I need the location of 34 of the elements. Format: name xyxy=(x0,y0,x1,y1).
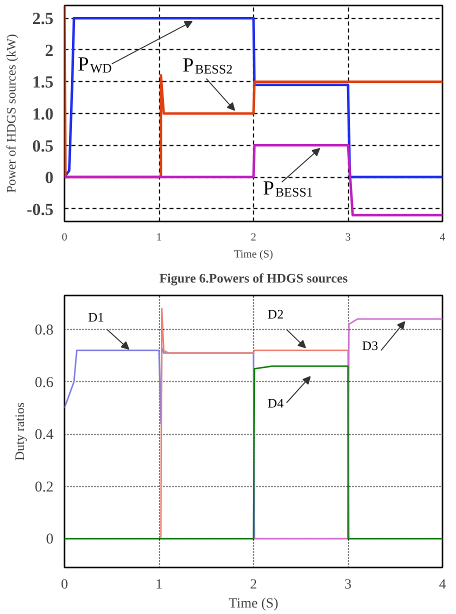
x-tick-label: 1 xyxy=(156,232,162,244)
y-tick-label: 0.2 xyxy=(34,479,54,496)
text: Figure 6.Powers of HDGS sources xyxy=(159,270,348,286)
y-tick-label: 0.5 xyxy=(32,136,54,156)
x-axis-title: Time (S) xyxy=(228,596,279,612)
y-tick-label: 0.6 xyxy=(34,374,54,391)
y-tick-label: -0.5 xyxy=(26,200,54,219)
text: D1 xyxy=(88,309,104,324)
x-tick-label: 3 xyxy=(345,232,352,244)
y-tick-label: 0.4 xyxy=(34,427,54,444)
x-tick-label: 4 xyxy=(440,232,446,244)
y-tick-label: 1.5 xyxy=(32,72,54,92)
x-axis-title: Time (S) xyxy=(234,248,274,260)
y-tick-label: 2 xyxy=(45,40,54,60)
y-tick-label: 0.8 xyxy=(34,322,54,338)
series-label: PWD xyxy=(78,53,112,76)
y-axis-title: Duty ratios xyxy=(12,402,27,461)
x-tick-label: 2 xyxy=(250,232,256,244)
y-axis-title: Power of HDGS sources (kW) xyxy=(4,34,19,193)
y-tick-label: 2.5 xyxy=(32,9,54,28)
series-label: PBESS1 xyxy=(262,177,313,200)
series-label: D4 xyxy=(268,396,284,411)
x-tick-label: 4 xyxy=(439,578,446,592)
y-tick-label: 1.0 xyxy=(32,104,54,124)
series-label: PBESS2 xyxy=(182,54,233,77)
y-tick-label: 0 xyxy=(45,168,54,188)
x-tick-label: 1 xyxy=(156,578,162,592)
x-tick-label: 3 xyxy=(344,578,352,592)
x-tick-label: 2 xyxy=(250,578,257,592)
series-label: D3 xyxy=(362,338,378,354)
x-tick-label: 0 xyxy=(62,232,68,244)
y-tick-label: 0 xyxy=(46,532,54,548)
text: D2 xyxy=(268,306,284,322)
x-tick-label: 0 xyxy=(61,578,68,592)
